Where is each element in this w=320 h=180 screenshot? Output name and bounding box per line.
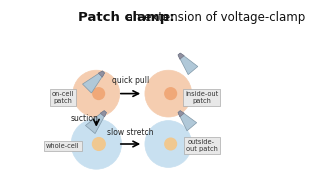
Polygon shape	[178, 53, 198, 75]
Polygon shape	[98, 71, 105, 77]
Circle shape	[145, 70, 192, 117]
Text: outside-
out patch: outside- out patch	[186, 139, 218, 152]
Polygon shape	[178, 111, 197, 131]
Circle shape	[164, 138, 177, 150]
Polygon shape	[85, 111, 107, 134]
Polygon shape	[100, 111, 107, 117]
Circle shape	[92, 87, 105, 100]
Text: Patch clamp:: Patch clamp:	[78, 11, 175, 24]
Polygon shape	[83, 71, 105, 93]
Text: on-cell
patch: on-cell patch	[52, 91, 74, 104]
Circle shape	[164, 87, 177, 100]
Polygon shape	[178, 53, 184, 59]
Text: inside-out
patch: inside-out patch	[185, 91, 218, 104]
Circle shape	[71, 119, 122, 169]
Text: an extension of voltage-clamp: an extension of voltage-clamp	[122, 11, 305, 24]
Circle shape	[92, 137, 106, 151]
Text: quick pull: quick pull	[112, 76, 149, 85]
Text: suction: suction	[71, 114, 99, 123]
Circle shape	[73, 70, 120, 117]
Text: whole-cell: whole-cell	[46, 143, 80, 149]
Circle shape	[145, 121, 192, 167]
Text: slow stretch: slow stretch	[107, 128, 154, 137]
Polygon shape	[178, 111, 184, 117]
